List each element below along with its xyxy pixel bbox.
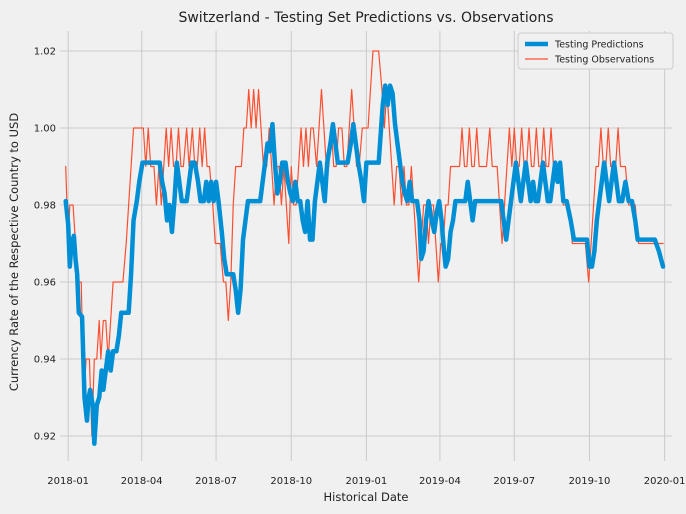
tick-layer: 0.92 0.94 0.96 0.98 1.00 1.02 2018-01 2018-04 20…: [34, 47, 686, 487]
x-tick-label: 2019-04: [419, 476, 461, 487]
series-line-observations: [65, 50, 664, 437]
y-tick-label: 0.92: [34, 431, 56, 442]
x-tick-label: 2018-01: [47, 476, 89, 487]
chart-title: Switzerland - Testing Set Predictions vs…: [178, 10, 553, 26]
y-tick-label: 1.02: [34, 47, 56, 58]
x-tick-label: 2020-01: [644, 476, 686, 487]
x-tick-label: 2019-07: [493, 476, 535, 487]
x-tick-label: 2019-10: [569, 476, 611, 487]
y-tick-label: 0.98: [34, 201, 56, 212]
x-tick-label: 2018-07: [195, 476, 237, 487]
y-tick-label: 0.96: [34, 277, 56, 288]
series-line-predictions: [63, 83, 666, 446]
x-tick-label: 2018-10: [270, 476, 312, 487]
series-layer: [63, 50, 666, 446]
legend-box: [517, 32, 674, 70]
x-axis-label: Historical Date: [323, 490, 408, 504]
x-tick-label: 2019-01: [346, 476, 388, 487]
legend-label-observations: Testing Observations: [554, 55, 654, 66]
y-tick-label: 1.00: [34, 124, 56, 135]
x-tick-label: 2018-04: [121, 476, 163, 487]
legend-label-predictions: Testing Predictions: [554, 40, 644, 51]
y-tick-label: 0.94: [34, 354, 56, 365]
legend: Testing Predictions Testing Observations: [517, 32, 674, 70]
y-axis-label: Currency Rate of the Respective Country …: [7, 113, 21, 391]
